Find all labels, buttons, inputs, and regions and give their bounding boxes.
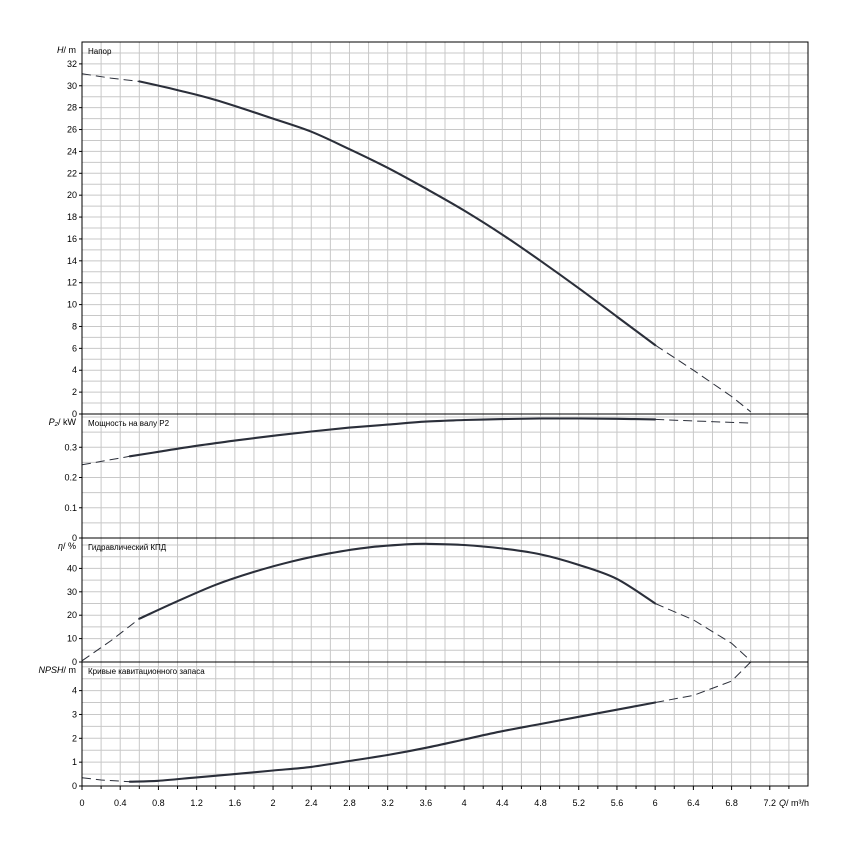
y-tick-label-head: 28 — [67, 103, 77, 113]
y-tick-label-npsh: 1 — [72, 757, 77, 767]
curve-power — [128, 417, 657, 458]
y-axis-label-npsh: NPSH/ m — [38, 665, 76, 675]
y-tick-label-head: 18 — [67, 212, 77, 222]
panel-title-npsh: Кривые кавитационного запаса — [88, 667, 205, 676]
x-tick-label: 6.4 — [687, 798, 700, 808]
y-tick-label-head: 32 — [67, 59, 77, 69]
x-tick-label: 1.2 — [190, 798, 203, 808]
x-axis-quantity: Q — [779, 798, 786, 808]
x-tick-label: 4.4 — [496, 798, 509, 808]
curve-extrapolation-npsh — [81, 777, 130, 783]
y-tick-label-npsh: 4 — [72, 686, 77, 696]
y-axis-quantity: P₂ — [49, 417, 59, 427]
y-tick-label-npsh: 3 — [72, 709, 77, 719]
y-tick-label-efficiency: 0 — [72, 657, 77, 667]
x-tick-label: 1.6 — [229, 798, 242, 808]
y-axis-unit: / kW — [58, 417, 77, 427]
y-axis-label-efficiency: η/ % — [58, 541, 76, 551]
x-tick-label: 3.2 — [381, 798, 394, 808]
y-tick-label-efficiency: 30 — [67, 587, 77, 597]
x-tick-label: 6 — [653, 798, 658, 808]
x-tick-label: 0.8 — [152, 798, 165, 808]
y-axis-unit: / m — [64, 45, 77, 55]
panel-title-head: Напор — [88, 47, 112, 56]
x-axis-unit: / m³/h — [786, 798, 809, 808]
y-axis-unit: / % — [63, 541, 76, 551]
y-tick-label-head: 22 — [67, 168, 77, 178]
curve-extrapolation-head — [654, 344, 752, 413]
x-tick-label: 0.4 — [114, 798, 127, 808]
curve-extrapolation-head — [81, 73, 140, 82]
y-axis-label-power: P₂/ kW — [49, 417, 77, 427]
x-tick-label: 3.6 — [420, 798, 433, 808]
y-tick-label-head: 10 — [67, 300, 77, 310]
y-tick-label-head: 16 — [67, 234, 77, 244]
y-tick-label-npsh: 2 — [72, 733, 77, 743]
curve-extrapolation-efficiency — [655, 603, 752, 662]
curve-extrapolation-power — [655, 418, 751, 424]
y-tick-label-head: 0 — [72, 409, 77, 419]
y-tick-label-efficiency: 40 — [67, 563, 77, 573]
curve-efficiency — [138, 542, 657, 620]
x-axis-label: Q/ m³/h — [779, 798, 809, 808]
plot-frame — [79, 41, 809, 790]
x-tick-label: 4 — [462, 798, 467, 808]
y-tick-label-power: 0.3 — [64, 442, 77, 452]
curve-npsh — [128, 701, 657, 783]
y-tick-label-power: 0.2 — [64, 473, 77, 483]
x-tick-label: 5.6 — [611, 798, 624, 808]
panel-title-power: Мощность на валу P2 — [88, 419, 170, 428]
y-tick-label-efficiency: 10 — [67, 634, 77, 644]
y-tick-label-head: 14 — [67, 256, 77, 266]
y-axis-quantity: NPSH — [38, 665, 64, 675]
y-tick-label-head: 30 — [67, 81, 77, 91]
y-axis-unit: / m — [64, 665, 77, 675]
y-tick-label-head: 26 — [67, 125, 77, 135]
y-axis-label-head: H/ m — [57, 45, 76, 55]
y-tick-label-head: 2 — [72, 387, 77, 397]
y-tick-label-npsh: 0 — [72, 781, 77, 791]
y-tick-label-power: 0.1 — [64, 503, 77, 513]
x-tick-label: 2.8 — [343, 798, 356, 808]
y-tick-label-head: 4 — [72, 365, 77, 375]
curve-extrapolation-npsh — [655, 661, 752, 703]
y-tick-label-head: 6 — [72, 343, 77, 353]
x-tick-label: 6.8 — [725, 798, 738, 808]
curve-extrapolation-power — [81, 455, 130, 466]
x-tick-label: 5.2 — [572, 798, 585, 808]
y-tick-label-head: 24 — [67, 146, 77, 156]
y-tick-label-head: 8 — [72, 321, 77, 331]
y-tick-label-power: 0 — [72, 533, 77, 543]
curve-head — [138, 80, 657, 347]
curves — [81, 73, 752, 783]
x-tick-label: 2.4 — [305, 798, 318, 808]
x-tick-label: 0 — [79, 798, 84, 808]
x-tick-label: 4.8 — [534, 798, 547, 808]
x-tick-label: 7.2 — [764, 798, 777, 808]
curve-extrapolation-efficiency — [81, 618, 140, 662]
panel-title-efficiency: Гидравлический КПД — [88, 543, 167, 552]
y-tick-label-efficiency: 20 — [67, 610, 77, 620]
y-axis-quantity: η — [58, 541, 63, 551]
x-tick-label: 2 — [271, 798, 276, 808]
y-axis-quantity: H — [57, 45, 64, 55]
y-tick-label-head: 20 — [67, 190, 77, 200]
y-tick-label-head: 12 — [67, 278, 77, 288]
